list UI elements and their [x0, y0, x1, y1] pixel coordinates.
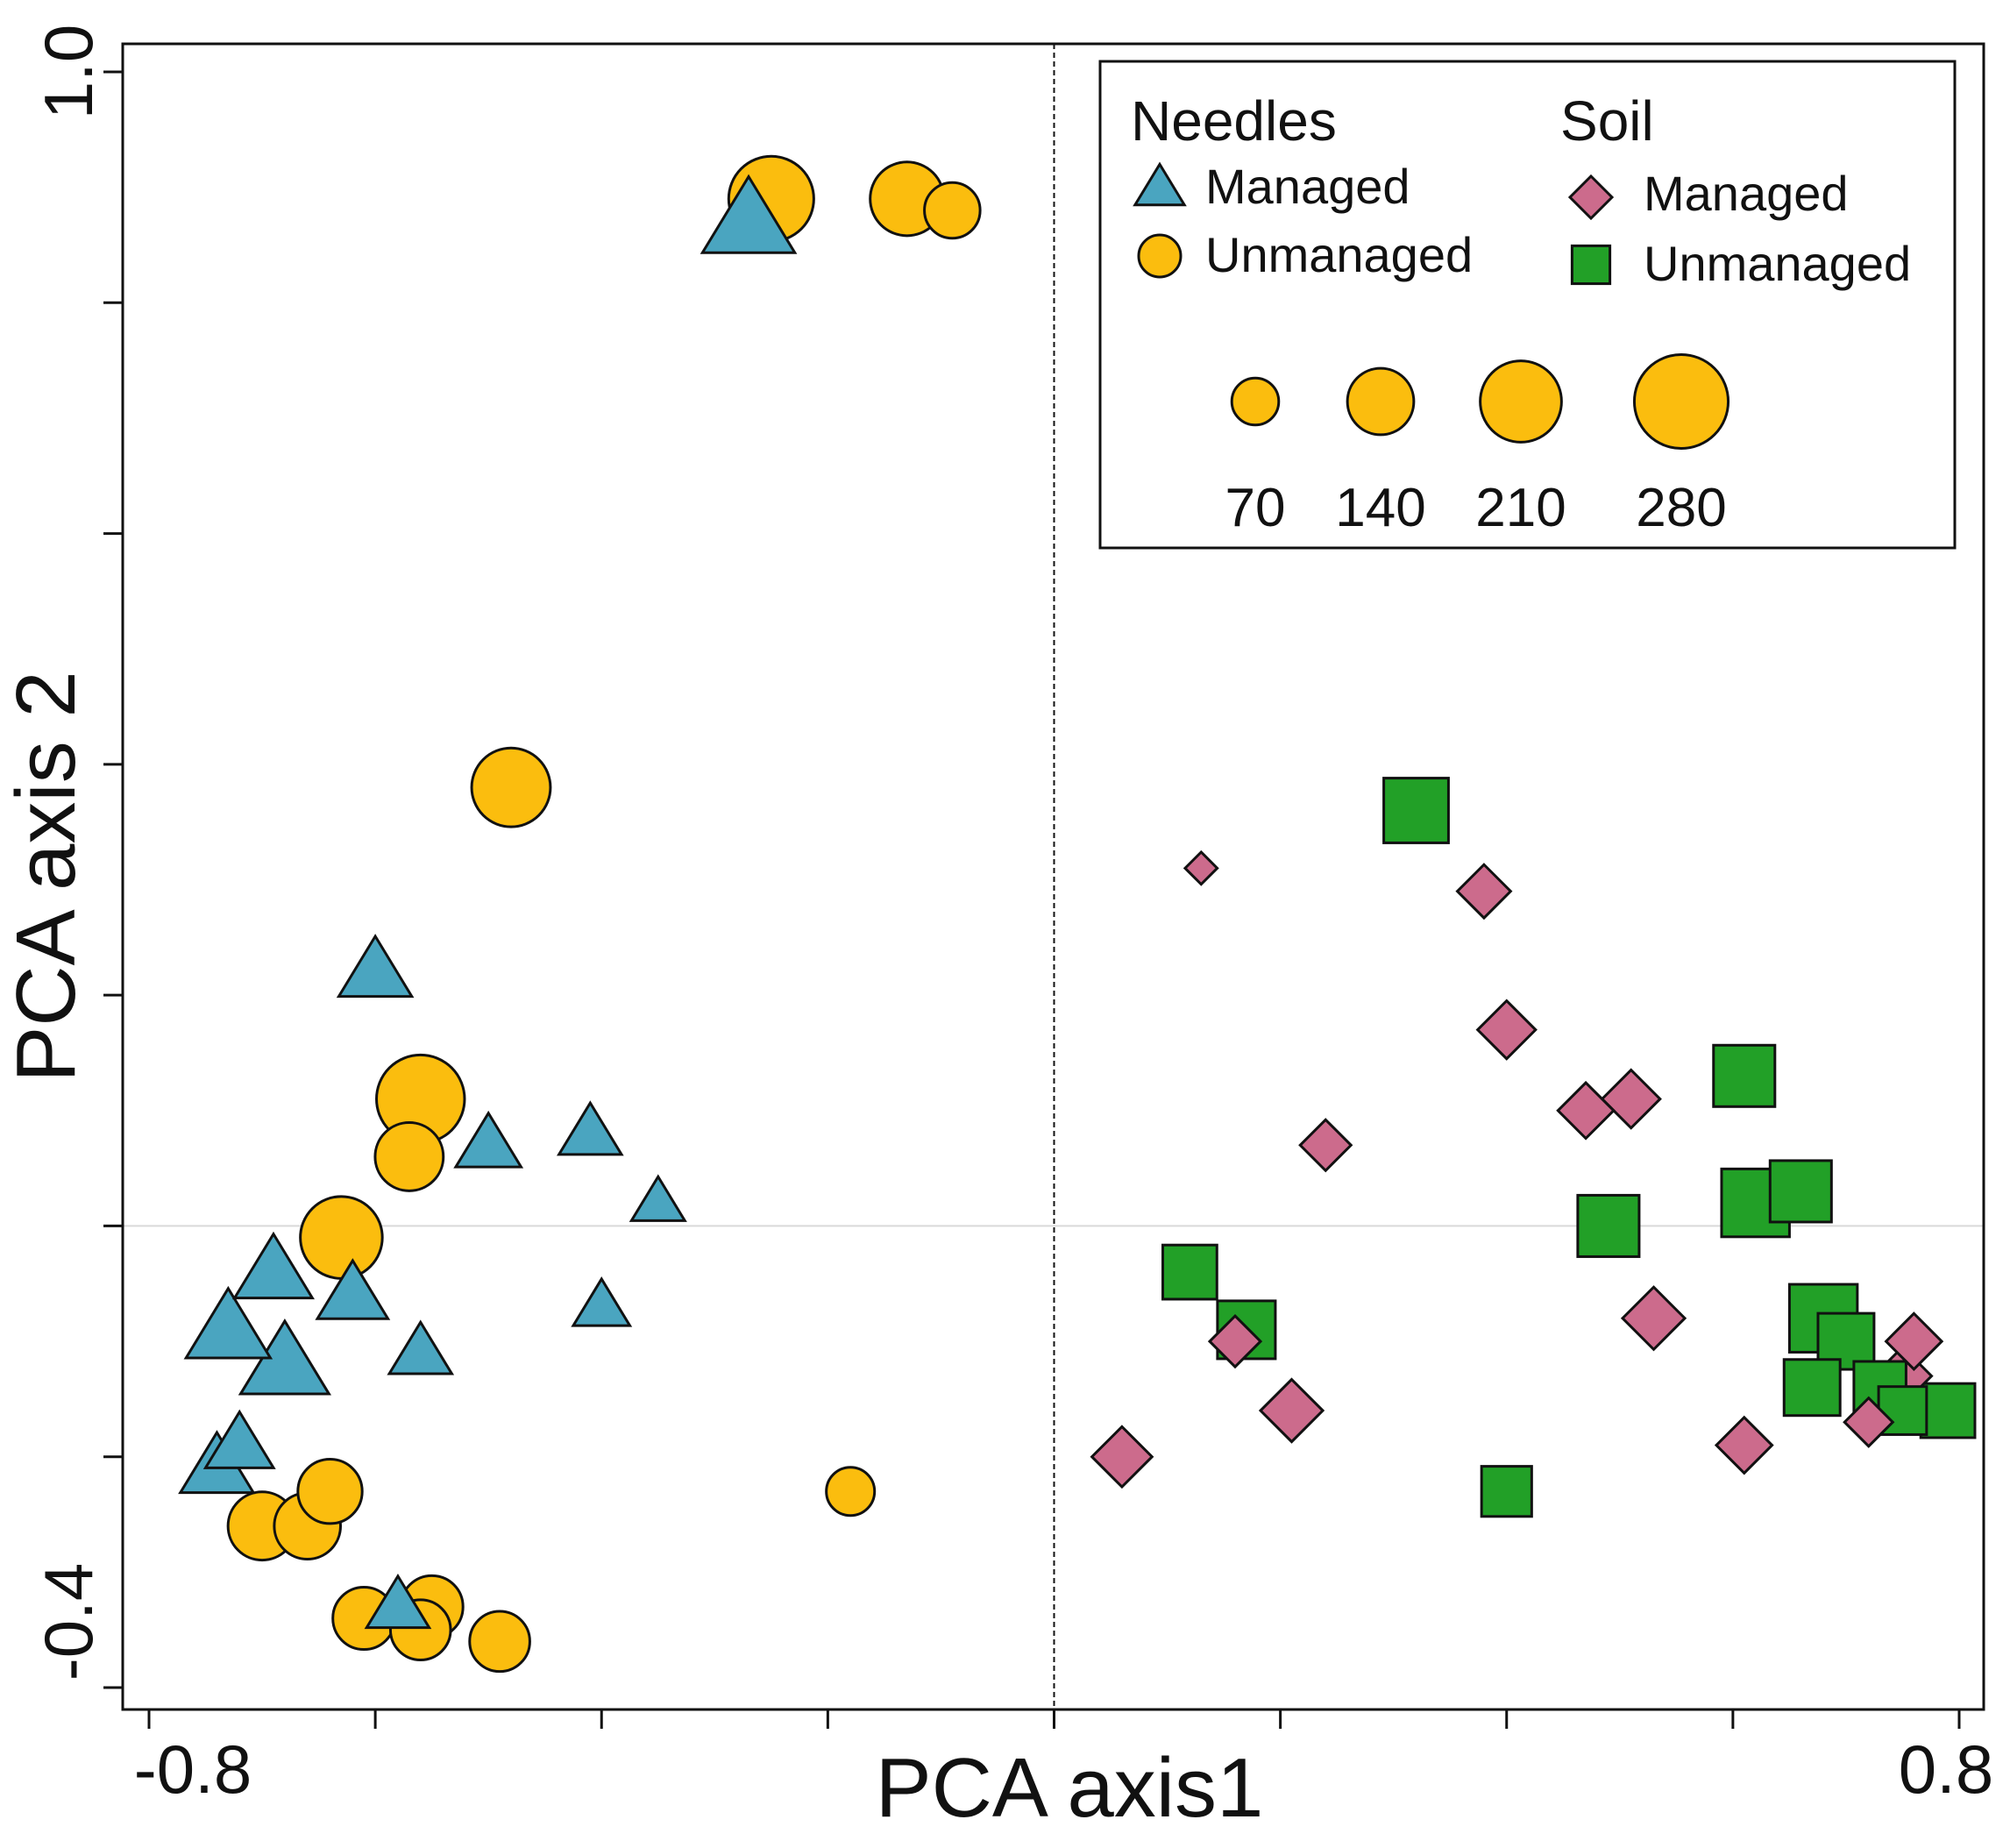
legend-label-needles-unmanaged: Unmanaged — [1205, 227, 1473, 282]
data-point-soil-managed — [1556, 1080, 1616, 1141]
data-point-needles-unmanaged — [825, 1466, 877, 1517]
data-point-soil-managed — [1620, 1285, 1687, 1352]
data-point-needles-managed — [629, 1174, 687, 1222]
data-point-soil-managed — [1843, 1396, 1895, 1448]
size-legend-symbols — [1230, 352, 1730, 451]
data-point-soil-managed — [1090, 1425, 1154, 1489]
data-points — [178, 154, 1977, 1674]
data-point-needles-unmanaged — [468, 1610, 531, 1674]
legend-symbol-needles-unmanaged — [1137, 233, 1183, 279]
data-point-soil-unmanaged — [1480, 1465, 1533, 1518]
y-tick-label-max: 1.0 — [30, 25, 107, 119]
data-point-soil-unmanaged — [1782, 1358, 1842, 1418]
data-point-needles-unmanaged — [373, 1121, 445, 1192]
legend-label-soil-unmanaged: Unmanaged — [1644, 236, 1911, 291]
data-point-soil-managed — [1475, 999, 1538, 1061]
data-point-needles-unmanaged — [923, 181, 982, 240]
legend-symbols — [1133, 161, 1615, 286]
data-point-soil-managed — [1258, 1377, 1325, 1444]
axis-ticks — [103, 70, 1961, 1729]
legend-group-needles-title: Needles — [1131, 89, 1337, 153]
size-legend-circle-280 — [1632, 352, 1730, 451]
size-legend-label-210: 210 — [1475, 478, 1566, 538]
data-point-needles-managed — [315, 1258, 391, 1320]
size-legend-circle-210 — [1479, 359, 1563, 444]
data-point-soil-unmanaged — [1768, 1159, 1833, 1224]
data-point-soil-unmanaged — [1712, 1043, 1777, 1108]
legend-symbol-soil-unmanaged — [1570, 244, 1612, 286]
data-point-needles-managed — [364, 1573, 432, 1630]
data-point-soil-managed — [1298, 1118, 1353, 1173]
data-point-needles-managed — [336, 934, 415, 999]
data-point-needles-managed — [202, 1409, 276, 1469]
legend-symbol-needles-managed — [1133, 161, 1187, 207]
data-point-needles-managed — [571, 1276, 633, 1327]
x-tick-label-min: -0.8 — [134, 1731, 252, 1808]
size-legend-circle-140 — [1346, 366, 1416, 437]
y-axis-title: PCA axis 2 — [0, 671, 93, 1083]
legend-group-soil-title: Soil — [1560, 89, 1654, 153]
legend-box — [1098, 60, 1957, 550]
data-point-soil-managed — [1207, 1313, 1263, 1369]
x-axis-title: PCA axis1 — [876, 1741, 1264, 1835]
data-point-needles-managed — [453, 1110, 524, 1169]
data-point-soil-unmanaged — [1919, 1382, 1977, 1439]
y-tick-label-min: -0.4 — [30, 1563, 107, 1681]
size-legend-label-280: 280 — [1636, 478, 1726, 538]
data-point-needles-unmanaged — [299, 1195, 384, 1280]
data-point-needles-managed — [387, 1319, 455, 1375]
data-point-needles-managed — [557, 1100, 624, 1156]
data-point-soil-unmanaged — [1576, 1193, 1641, 1258]
data-point-soil-managed — [1714, 1415, 1774, 1475]
size-legend-label-70: 70 — [1225, 478, 1286, 538]
legend: Needles Soil Managed Unmanaged Managed U… — [1098, 60, 1957, 550]
data-point-soil-managed — [1884, 1311, 1944, 1371]
data-point-needles-managed — [231, 1231, 315, 1300]
data-point-soil-managed — [1183, 849, 1219, 886]
size-legend-circle-70 — [1230, 376, 1281, 427]
data-point-needles-managed — [700, 174, 798, 254]
data-point-soil-unmanaged — [1161, 1243, 1218, 1301]
data-point-needles-managed — [183, 1285, 273, 1360]
data-point-soil-managed — [1455, 863, 1513, 920]
legend-label-soil-managed: Managed — [1644, 166, 1849, 221]
data-point-needles-unmanaged — [296, 1458, 364, 1525]
x-tick-label-max: 0.8 — [1899, 1731, 1993, 1808]
data-point-soil-managed — [1600, 1068, 1662, 1130]
legend-symbol-soil-managed — [1567, 174, 1615, 221]
data-point-needles-unmanaged — [470, 746, 552, 828]
zero-lines — [123, 44, 1984, 1709]
data-point-soil-unmanaged — [1382, 777, 1450, 844]
size-legend-label-140: 140 — [1335, 478, 1425, 538]
legend-label-needles-managed: Managed — [1205, 159, 1410, 214]
